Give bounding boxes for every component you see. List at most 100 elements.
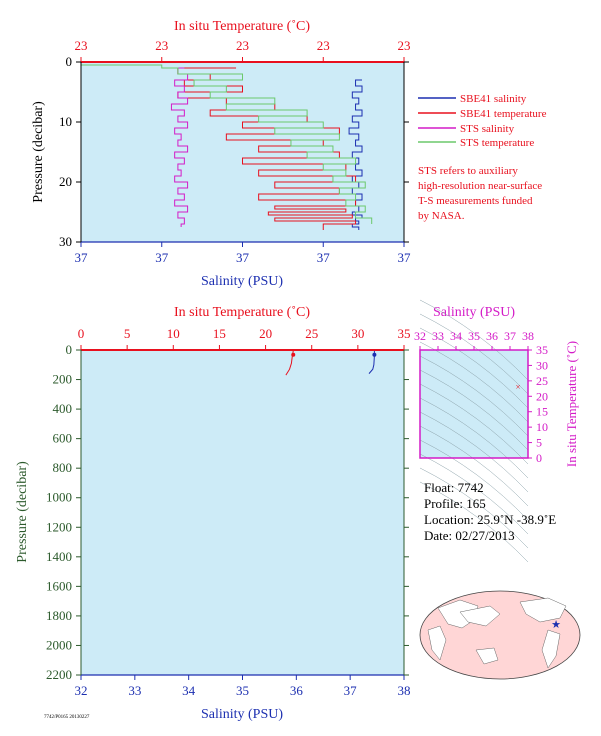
ts-plot-area	[420, 350, 528, 458]
ts-contour	[419, 481, 529, 563]
upper-y-tick-label: 0	[66, 54, 73, 69]
ts-y-tick-label: 25	[536, 374, 548, 388]
ts-y-axis-title: In situ Temperature (˚C)	[564, 341, 579, 467]
footer-code: 7742/P0165 20130227	[44, 715, 90, 720]
ts-x-tick-label: 32	[414, 329, 426, 343]
lower-bottom-tick-label: 38	[398, 683, 411, 698]
ts-contour	[419, 355, 529, 437]
lower-y-tick-label: 2200	[46, 667, 72, 682]
upper-top-tick-label: 23	[317, 38, 330, 53]
upper-top-tick-label: 23	[75, 38, 88, 53]
float-info: Float: 7742 Profile: 165 Location: 25.9˚…	[424, 480, 556, 543]
legend-label-sbe41-salinity: SBE41 salinity	[460, 93, 527, 105]
upper-top-tick-label: 23	[236, 38, 249, 53]
lower-y-tick-label: 1400	[46, 549, 72, 564]
ts-y-tick-label: 30	[536, 358, 548, 372]
ts-x-tick-label: 36	[486, 329, 498, 343]
ts-contour	[419, 383, 529, 465]
lower-y-tick-label: 200	[53, 372, 73, 387]
continent-south-america	[541, 629, 561, 669]
note-line-4: by NASA.	[418, 210, 465, 222]
note-line-2: high-resolution near-surface	[418, 180, 542, 192]
ts-y-tick-label: 10	[536, 420, 548, 434]
lower-bottom-axis-title: Salinity (PSU)	[201, 707, 283, 722]
ts-y-tick-label: 35	[536, 343, 548, 357]
note-line-3: T-S measurements funded	[418, 195, 533, 207]
lower-bottom-tick-label: 32	[75, 683, 88, 698]
upper-y-tick-label: 20	[59, 174, 72, 189]
date: Date: 02/27/2013	[424, 528, 515, 543]
ts-x-tick-label: 35	[468, 329, 480, 343]
lower-y-tick-label: 400	[53, 401, 73, 416]
ts-x-tick-label: 34	[450, 329, 462, 343]
lower-y-tick-label: 2000	[46, 637, 72, 652]
lower-top-tick-label: 10	[167, 326, 180, 341]
lower-top-axis-title: In situ Temperature (˚C)	[174, 305, 310, 320]
lower-y-axis-title: Pressure (decibar)	[15, 461, 30, 563]
upper-series-group	[81, 64, 373, 230]
upper-bottom-tick-label: 37	[236, 250, 250, 265]
lower-y-tick-label: 0	[66, 342, 73, 357]
lower-bottom-tick-label: 36	[290, 683, 304, 698]
upper-series-line-3	[170, 67, 189, 227]
upper-bottom-tick-label: 37	[155, 250, 169, 265]
lower-series-marker-temperature	[291, 352, 296, 357]
ts-contour	[419, 313, 529, 395]
profile-number: Profile: 165	[424, 496, 486, 511]
lower-y-tick-label: 1000	[46, 490, 72, 505]
continent-australia	[475, 647, 499, 665]
lower-series-marker-salinity	[372, 352, 377, 357]
lower-y-tick-label: 800	[53, 460, 73, 475]
ts-contour	[419, 369, 529, 451]
upper-y-axis-title: Pressure (decibar)	[31, 101, 46, 203]
ts-contour	[419, 467, 529, 549]
lower-top-tick-label: 30	[351, 326, 364, 341]
upper-bottom-tick-label: 37	[75, 250, 89, 265]
ts-y-tick-label: 5	[536, 436, 542, 450]
lower-bottom-tick-label: 37	[344, 683, 358, 698]
continent-asia-east	[459, 605, 501, 627]
upper-bottom-tick-label: 37	[317, 250, 331, 265]
lower-plot-area	[81, 350, 404, 675]
ts-contour	[419, 397, 529, 479]
ts-contour	[419, 453, 529, 535]
lower-y-tick-label: 1600	[46, 578, 72, 593]
legend-label-sts-temperature: STS temperature	[460, 137, 534, 149]
lower-y-tick-label: 1800	[46, 608, 72, 623]
lower-bottom-tick-label: 34	[182, 683, 196, 698]
ts-contour	[419, 439, 529, 521]
ts-density-contours	[419, 299, 529, 563]
location: Location: 25.9˚N -38.9˚E	[424, 512, 556, 527]
lower-top-tick-label: 25	[305, 326, 318, 341]
ts-y-tick-label: 15	[536, 405, 548, 419]
ts-contour	[419, 425, 529, 507]
float-location-marker: ★	[551, 619, 561, 631]
lower-y-tick-label: 1200	[46, 519, 72, 534]
upper-legend: SBE41 salinity SBE41 temperature STS sal…	[418, 93, 547, 149]
ts-contour	[419, 299, 529, 381]
upper-bottom-tick-label: 37	[398, 250, 412, 265]
upper-bottom-axis-title: Salinity (PSU)	[201, 274, 283, 289]
upper-note: STS refers to auxiliary high-resolution …	[418, 165, 542, 222]
ts-contour	[419, 341, 529, 423]
lower-bottom-tick-label: 35	[236, 683, 249, 698]
lower-y-tick-label: 600	[53, 431, 73, 446]
continent-north-america	[519, 597, 567, 623]
lower-top-tick-label: 5	[124, 326, 131, 341]
ts-y-tick-label: 0	[536, 451, 542, 465]
upper-series-line-1	[348, 79, 363, 230]
ts-points: ×	[516, 382, 521, 392]
ts-x-tick-label: 33	[432, 329, 444, 343]
upper-y-tick-label: 30	[59, 234, 72, 249]
upper-series-line-4	[81, 64, 373, 224]
legend-label-sts-salinity: STS salinity	[460, 123, 515, 135]
ts-contour	[419, 327, 529, 409]
world-map: ★	[419, 590, 581, 680]
lower-top-tick-label: 0	[78, 326, 85, 341]
lower-bottom-tick-label: 33	[128, 683, 141, 698]
lower-top-tick-label: 20	[259, 326, 272, 341]
float-id: Float: 7742	[424, 480, 484, 495]
